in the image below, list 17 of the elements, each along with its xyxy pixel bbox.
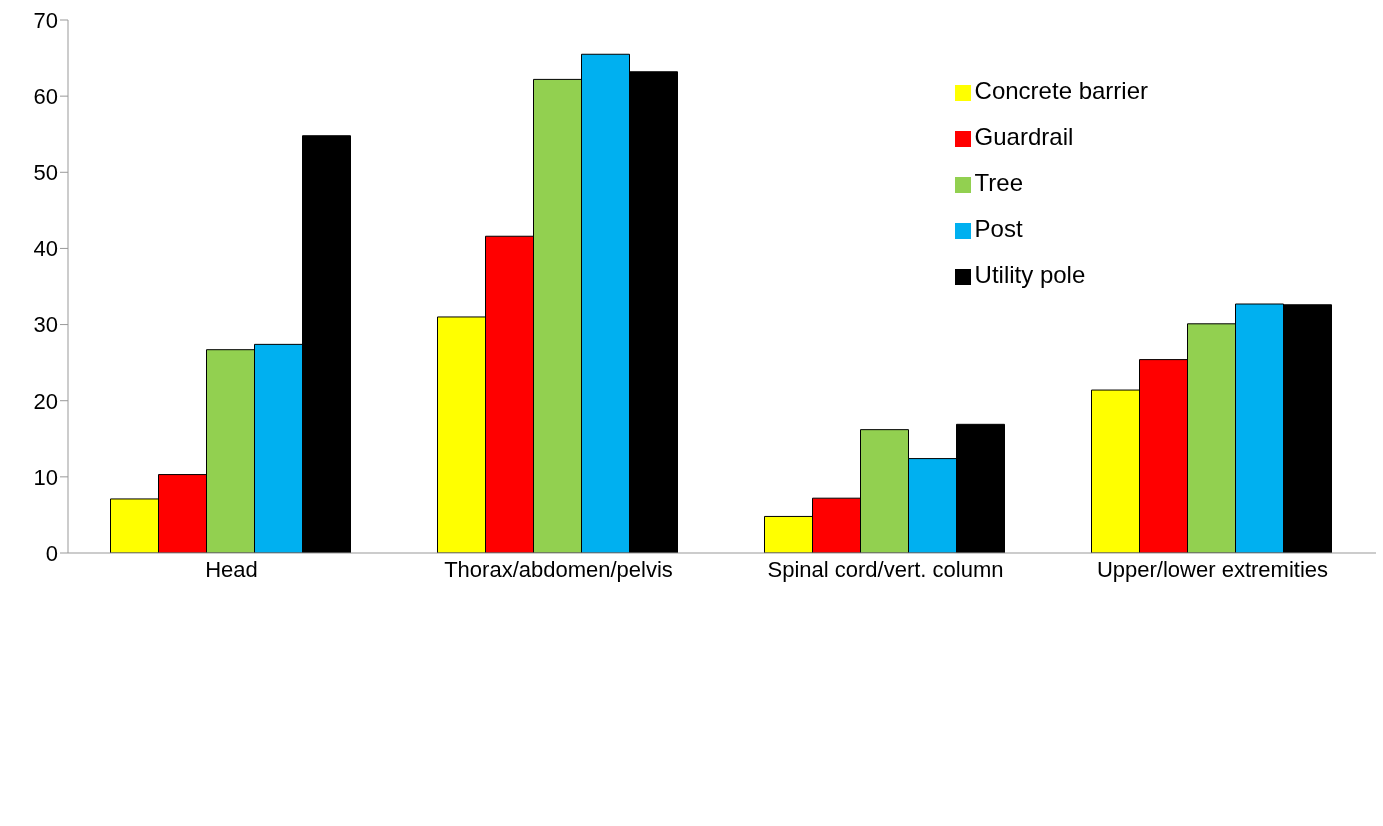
- x-tick-label: Thorax/abdomen/pelvis: [444, 556, 673, 582]
- y-tick-label: 30: [33, 312, 58, 338]
- legend-label: Concrete barrier: [974, 77, 1148, 104]
- y-tick-label: 50: [33, 160, 58, 186]
- x-tick-label: Head: [205, 556, 258, 582]
- y-tick-label: 40: [33, 236, 58, 262]
- legend-label: Utility pole: [974, 261, 1086, 288]
- y-tick-label: 20: [33, 388, 58, 414]
- y-tick-label: 0: [45, 540, 58, 566]
- y-tick-label: 60: [33, 83, 58, 109]
- legend-label: Guardrail: [974, 123, 1074, 150]
- y-tick-label: 70: [33, 7, 58, 33]
- x-tick-label: Spinal cord/vert. column: [767, 556, 1004, 582]
- legend-label: Post: [974, 215, 1023, 242]
- legend-label: Tree: [974, 169, 1024, 196]
- x-tick-label: Upper/lower extremities: [1096, 556, 1329, 582]
- y-tick-label: 10: [33, 464, 58, 490]
